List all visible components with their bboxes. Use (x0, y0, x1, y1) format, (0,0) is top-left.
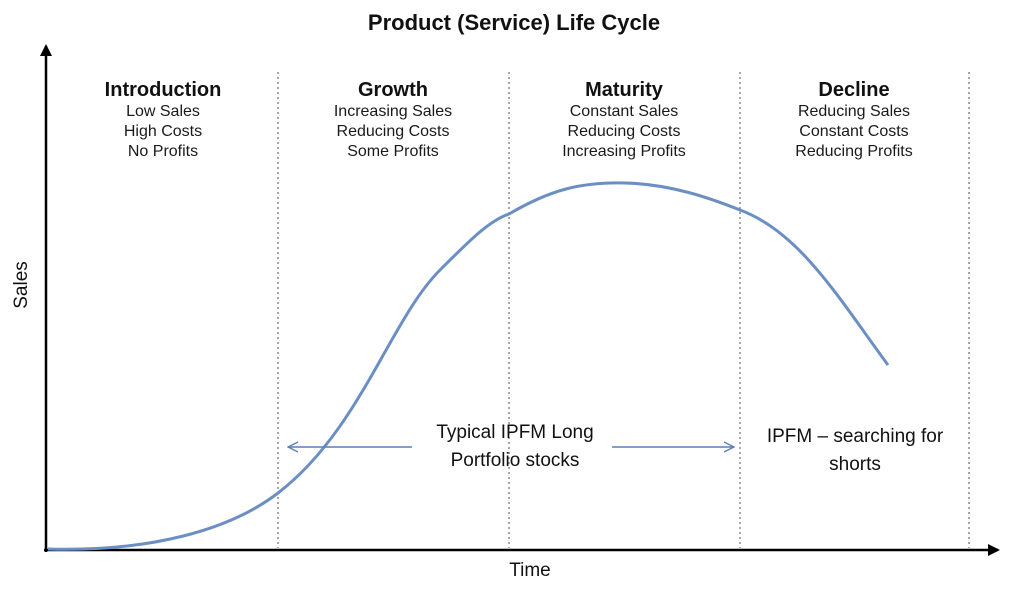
x-axis-label: Time (509, 560, 551, 581)
diagram-title: Product (Service) Life Cycle (367, 10, 661, 35)
note-line: shorts (829, 454, 881, 475)
stage-costs: Constant Costs (799, 123, 909, 140)
short-search-note: IPFM – searching for shorts (740, 423, 970, 479)
stage-name: Decline (818, 79, 890, 101)
note-line: Typical IPFM Long (436, 422, 594, 443)
stage-introduction: Introduction Low Sales High Costs No Pro… (48, 78, 278, 162)
stage-sales: Low Sales (126, 103, 200, 120)
y-axis-label: Sales (11, 261, 32, 309)
stage-growth: Growth Increasing Sales Reducing Costs S… (278, 78, 508, 162)
long-portfolio-note: Typical IPFM Long Portfolio stocks (405, 419, 625, 475)
stage-profits: No Profits (127, 143, 199, 160)
stage-sales: Reducing Sales (797, 103, 911, 120)
stage-decline: Decline Reducing Sales Constant Costs Re… (739, 78, 969, 162)
note-line: IPFM – searching for (766, 426, 944, 447)
stage-profits: Some Profits (347, 143, 439, 160)
stage-costs: Reducing Costs (336, 123, 450, 140)
stage-costs: High Costs (123, 123, 203, 140)
stage-sales: Increasing Sales (333, 103, 453, 120)
stage-profits: Increasing Profits (562, 143, 686, 160)
stage-costs: Reducing Costs (567, 123, 681, 140)
stage-profits: Reducing Profits (795, 143, 913, 160)
sales-curve (47, 181, 890, 551)
note-line: Portfolio stocks (450, 450, 580, 471)
stage-name: Growth (358, 79, 428, 101)
stage-name: Maturity (585, 79, 663, 101)
stage-sales: Constant Sales (569, 103, 679, 120)
stage-maturity: Maturity Constant Sales Reducing Costs I… (509, 78, 739, 162)
stage-name: Introduction (104, 79, 222, 101)
